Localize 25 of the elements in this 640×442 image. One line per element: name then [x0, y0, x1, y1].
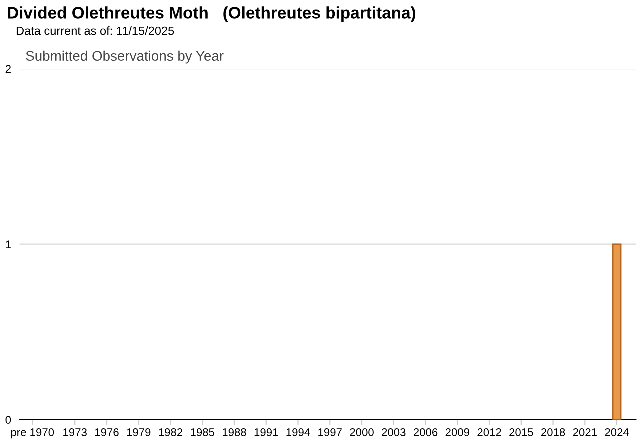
x-tick-label: 1988 — [222, 428, 246, 436]
x-tick-label: 2009 — [446, 428, 470, 436]
x-tick-label: pre 1970 — [11, 428, 54, 439]
x-tick-label: 1994 — [286, 428, 310, 436]
x-tick-label: 1997 — [318, 428, 342, 436]
x-tick-label: 1976 — [95, 428, 119, 436]
chart-title: Divided Olethreutes Moth (Olethreutes bipartitana) — [8, 6, 416, 22]
x-tick-label: 1982 — [159, 428, 183, 436]
x-tick-label: 2015 — [510, 428, 534, 436]
chart-subtitle: Data current as of: 11/15/2025 — [16, 26, 174, 36]
y-tick-label: 2 — [6, 65, 11, 73]
x-tick-label: 2003 — [382, 428, 406, 436]
y-tick-label: 1 — [6, 240, 11, 248]
x-tick-label: 2024 — [605, 428, 630, 436]
y-tick-label: 0 — [6, 416, 12, 424]
x-tick-label: 2006 — [414, 428, 438, 436]
x-tick-label: 2012 — [478, 428, 502, 436]
x-tick-label: 2021 — [573, 428, 597, 436]
x-tick-label: 1973 — [64, 428, 87, 436]
x-tick-label: 2000 — [350, 428, 374, 436]
text: Submitted Observations by Year — [26, 50, 224, 64]
x-tick-label: 1985 — [191, 428, 215, 436]
x-tick-label: 1979 — [127, 428, 151, 436]
x-tick-label: 1991 — [254, 428, 278, 436]
x-tick-label: 2018 — [541, 428, 566, 436]
